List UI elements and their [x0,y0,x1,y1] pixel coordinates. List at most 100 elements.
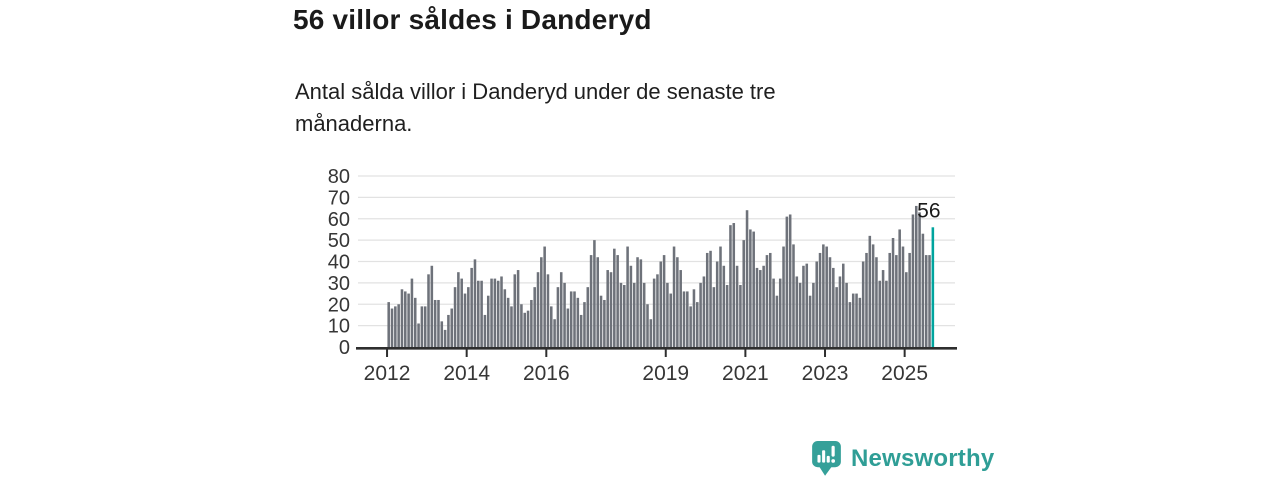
bar [410,278,414,347]
bar [423,306,427,347]
x-tick-label: 2016 [523,362,570,385]
bar [924,255,928,347]
newsworthy-wordmark: Newsworthy [851,445,995,472]
bar [895,255,898,347]
bar [483,314,487,347]
bar [878,280,882,347]
x-tick-label: 2014 [443,362,490,385]
bar [928,255,931,347]
bar [569,291,573,347]
bar [576,297,580,347]
bar [891,237,895,347]
bar [616,255,619,347]
bar [427,274,430,347]
bar [553,319,556,347]
bar [596,257,600,347]
bar [841,263,845,347]
y-tick-label: 20 [328,294,350,316]
newsworthy-logo[interactable]: Newsworthy [811,440,994,478]
bar [725,285,729,347]
bar [530,299,533,347]
y-tick-label: 10 [328,316,350,338]
bar [613,248,616,347]
bar [490,278,493,347]
bar [453,287,457,347]
bar [430,265,434,347]
bar [822,244,825,347]
bar [835,287,838,347]
bar [712,287,716,347]
bar [752,231,755,347]
bar [646,304,649,347]
bar [785,216,789,347]
bar [778,278,782,347]
bar [709,250,712,347]
bar [437,299,440,347]
bar [699,282,702,347]
bar [606,270,609,347]
bar [543,246,546,347]
bar [832,267,835,347]
bar [500,276,503,347]
bar [682,291,686,347]
y-tick-label: 60 [328,209,350,231]
bar [749,229,752,347]
bar [722,265,726,347]
bar [888,252,891,347]
bar [550,306,553,347]
y-tick-label: 50 [328,230,350,252]
y-tick-label: 0 [339,337,350,359]
bar [586,287,590,347]
bar [719,246,722,347]
bar [417,323,420,347]
bar [739,285,742,347]
bar [672,246,676,347]
bar [387,302,390,347]
bar [845,282,848,347]
bar [420,306,424,347]
bar [589,255,593,347]
bar [742,240,746,347]
y-tick-label: 80 [328,166,350,188]
bar [556,287,560,347]
bar [619,282,623,347]
bar [652,278,656,347]
x-tick-label: 2021 [722,362,769,385]
bar [460,278,463,347]
bar [609,272,613,347]
bar [815,261,818,347]
bar [692,289,696,347]
page-title: 56 villor såldes i Danderyd [293,4,652,35]
bar [805,263,809,347]
bar [666,282,669,347]
x-tick-label: 2019 [642,362,689,385]
bar [812,282,815,347]
bar [639,259,643,347]
bar [533,287,536,347]
bar [473,259,477,347]
bar [885,280,888,347]
bar [825,246,828,347]
bar [626,246,629,347]
bar [632,282,636,347]
bar [855,293,858,347]
bar [540,257,543,347]
bar [394,306,397,347]
x-tick-label: 2025 [881,362,928,385]
bar [516,270,520,347]
bar [659,261,663,347]
bar [390,308,394,347]
bar [486,295,490,347]
bar [599,295,603,347]
bar [470,267,473,347]
bar [686,291,689,347]
bar [729,225,732,347]
bar [536,272,540,347]
bar [662,255,666,347]
bar [881,270,885,347]
bar [838,276,842,347]
bar [573,291,576,347]
bar [623,285,626,347]
